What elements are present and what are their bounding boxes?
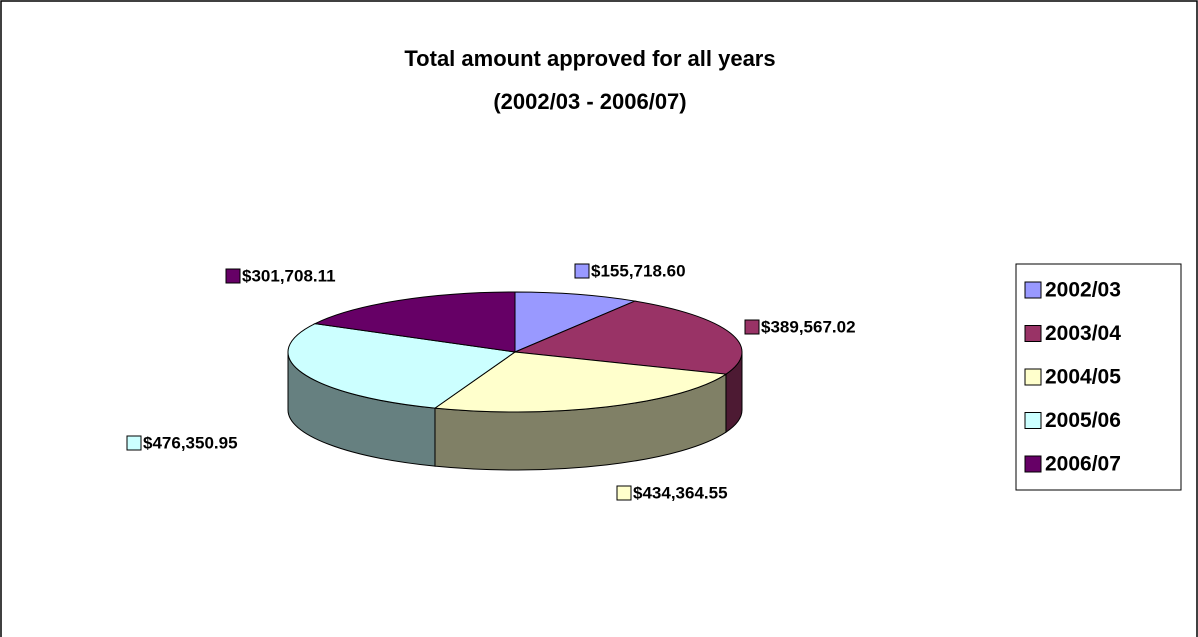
legend-label: 2002/03 [1045, 279, 1121, 302]
data-label: $476,350.95 [143, 433, 238, 452]
data-label: $155,718.60 [591, 261, 686, 280]
data-label-key [616, 485, 632, 501]
legend-box [1015, 263, 1182, 491]
legend-label: 2003/04 [1045, 322, 1121, 345]
legend-swatch [1024, 325, 1042, 342]
legend-swatch [1024, 281, 1042, 299]
legend-swatch [1024, 412, 1042, 429]
pie-slice [433, 351, 728, 413]
chart-title: Total amount approved for all years [404, 46, 775, 71]
pie-slice [513, 300, 743, 375]
data-label: $389,567.02 [761, 317, 856, 336]
pie-slice [514, 291, 637, 353]
data-label: $301,708.11 [242, 266, 336, 285]
data-label: $434,364.55 [633, 483, 728, 502]
pie-slice [313, 291, 516, 353]
legend-label: 2005/06 [1045, 409, 1121, 432]
legend-swatch [1024, 368, 1042, 386]
data-label-key [225, 268, 241, 284]
legend-swatch [1024, 455, 1042, 473]
chart-subtitle: (2002/03 - 2006/07) [493, 89, 686, 114]
data-label-key [574, 263, 590, 279]
data-label-key [744, 319, 760, 335]
legend-label: 2006/07 [1045, 453, 1121, 476]
pie-slice [287, 323, 517, 409]
legend-label: 2004/05 [1045, 366, 1121, 389]
data-label-key [126, 435, 142, 451]
